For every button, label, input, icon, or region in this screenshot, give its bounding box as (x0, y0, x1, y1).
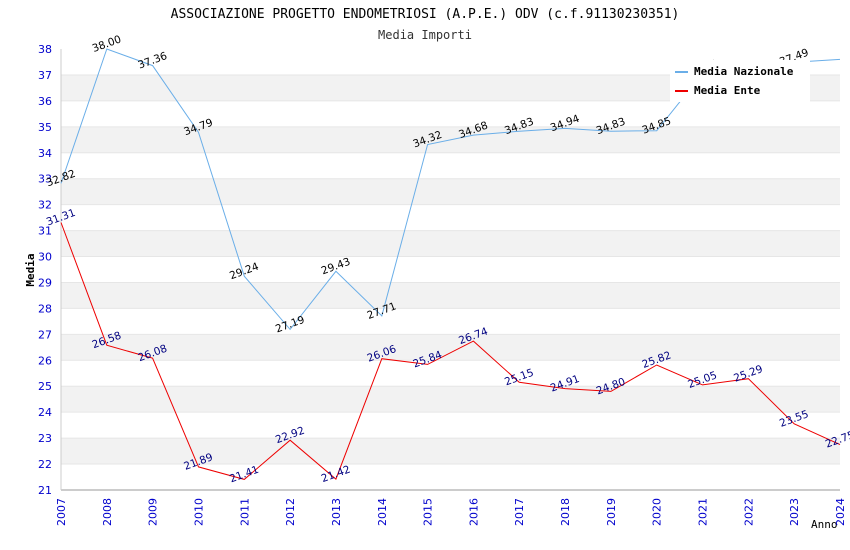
x-tick-label: 2010 (192, 498, 205, 526)
data-label: 29.24 (228, 261, 261, 283)
data-label: 38.00 (91, 33, 123, 55)
x-tick-label: 2008 (101, 498, 114, 526)
y-tick-label: 22 (38, 458, 52, 471)
y-tick-label: 26 (38, 354, 52, 367)
chart-title: ASSOCIAZIONE PROGETTO ENDOMETRIOSI (A.P.… (171, 7, 680, 22)
y-tick-label: 25 (38, 380, 52, 393)
y-axis-label: Media (24, 253, 37, 286)
x-tick-label: 2007 (55, 498, 68, 526)
data-label: 37.36 (136, 50, 169, 72)
legend-label-media-ente: Media Ente (694, 84, 761, 97)
data-label: 21.42 (320, 464, 352, 486)
grid-band (61, 178, 840, 205)
x-tick-label: 2012 (284, 498, 297, 526)
x-tick-label: 2020 (651, 498, 664, 526)
data-label: 21.41 (228, 464, 260, 486)
y-tick-label: 33 (38, 173, 52, 186)
chart-subtitle: Media Importi (378, 28, 472, 42)
y-tick-labels: 21 22 23 24 25 26 27 28 29 30 31 32 33 34 35 36 37 38 (38, 43, 52, 497)
x-axis-label: Anno (811, 518, 838, 531)
x-tick-label: 2014 (376, 498, 389, 526)
legend: Media Nazionale Media Ente (670, 60, 810, 102)
x-tick-label: 2011 (238, 498, 251, 526)
data-label: 25.15 (503, 367, 535, 389)
x-tick-label: 2009 (147, 498, 160, 526)
y-tick-label: 35 (38, 121, 52, 134)
grid-band (61, 334, 840, 361)
y-tick-label: 38 (38, 43, 52, 56)
grid-band (61, 386, 840, 413)
x-tick-label: 2016 (467, 498, 480, 526)
grid-band (61, 282, 840, 309)
y-tick-label: 23 (38, 432, 52, 445)
y-tick-label: 30 (38, 251, 52, 264)
data-label: 25.29 (732, 363, 764, 385)
y-tick-label: 21 (38, 484, 52, 497)
y-tick-label: 34 (38, 147, 52, 160)
y-tick-label: 32 (38, 199, 52, 212)
series-lines (60, 48, 841, 480)
y-tick-label: 27 (38, 328, 52, 341)
x-tick-label: 2018 (559, 498, 572, 526)
x-tick-labels: 2007 2008 2009 2010 2011 2012 2013 2014 2015 2016… (55, 498, 847, 526)
y-tick-label: 24 (38, 406, 52, 419)
grid-bands (61, 74, 840, 491)
x-tick-label: 2023 (788, 498, 801, 526)
y-tick-label: 37 (38, 69, 52, 82)
grid-band (61, 438, 840, 465)
data-label: 29.43 (320, 256, 352, 278)
y-tick-label: 28 (38, 302, 52, 315)
y-tick-label: 31 (38, 225, 52, 238)
y-tick-label: 29 (38, 276, 52, 289)
legend-box (670, 60, 810, 102)
x-tick-label: 2021 (697, 498, 710, 526)
x-tick-label: 2019 (605, 498, 618, 526)
data-label: 27.19 (274, 314, 306, 336)
x-tick-label: 2022 (742, 498, 755, 526)
x-tick-label: 2024 (834, 498, 847, 526)
x-tick-label: 2013 (330, 498, 343, 526)
y-tick-label: 36 (38, 95, 52, 108)
grid-band (61, 230, 840, 257)
series-line-media-ente (60, 222, 841, 480)
x-tick-label: 2015 (422, 498, 435, 526)
legend-label-media-nazionale: Media Nazionale (694, 65, 794, 78)
x-tick-label: 2017 (513, 498, 526, 526)
